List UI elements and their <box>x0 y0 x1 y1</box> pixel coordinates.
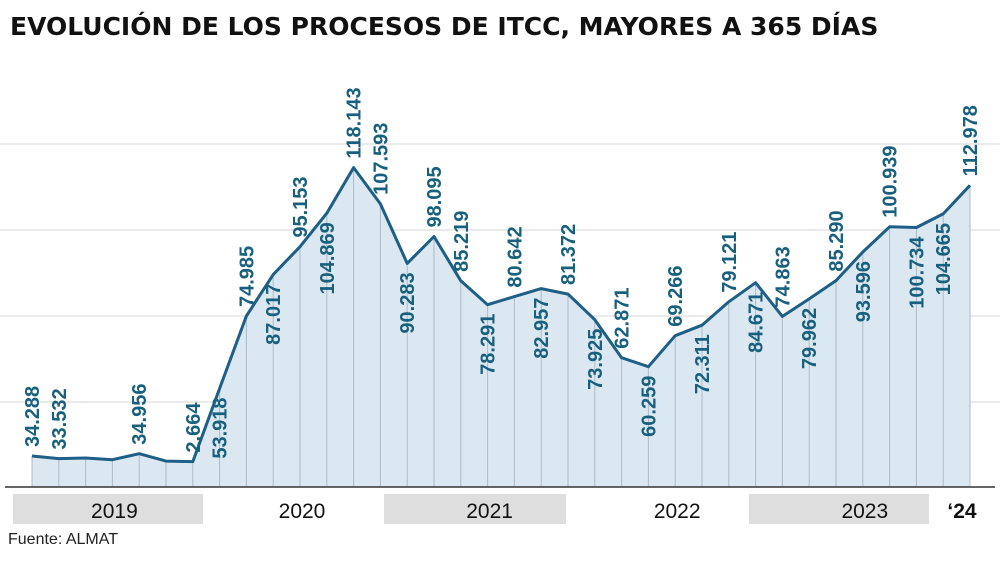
data-labels: 34.288 33.532 34.956 2.664 53.918 74.98587.01… <box>22 87 982 458</box>
chart-title: EVOLUCIÓN DE LOS PROCESOS DE ITCC, MAYOR… <box>10 12 879 41</box>
year-label: 2019 <box>91 500 138 523</box>
data-label: 112.978 <box>960 105 982 176</box>
data-label: 34.288 <box>22 386 44 447</box>
data-label: 85.219 <box>451 211 473 272</box>
data-label: 34.956 <box>129 384 151 445</box>
data-label: 87.017 <box>263 284 285 345</box>
year-band <box>749 494 929 524</box>
year-band <box>13 494 203 524</box>
year-label: 2020 <box>279 500 326 523</box>
area-fill <box>32 167 970 487</box>
data-label: 98.095 <box>424 166 446 227</box>
year-label: ‘24 <box>947 500 977 523</box>
data-label: 53.918 <box>210 397 232 458</box>
data-label: 104.665 <box>933 223 955 295</box>
data-label: 69.266 <box>665 266 687 327</box>
data-label: 79.121 <box>719 232 741 293</box>
data-label: 82.957 <box>531 298 553 359</box>
data-label: 93.596 <box>853 261 875 322</box>
data-label: 2.664 <box>183 402 205 453</box>
year-label: 2021 <box>466 500 513 523</box>
data-label: 118.143 <box>344 87 366 158</box>
period-dividers <box>31 167 971 487</box>
year-labels: 2019 2020 2021 2022 2023 ‘24 <box>91 500 977 523</box>
data-label: 73.925 <box>585 329 607 390</box>
year-band <box>384 494 566 524</box>
data-label: 81.372 <box>558 224 580 285</box>
data-label: 80.642 <box>504 226 526 287</box>
data-label: 74.863 <box>772 246 794 307</box>
data-label: 33.532 <box>49 388 71 449</box>
data-label: 107.593 <box>370 123 392 195</box>
data-label: 90.283 <box>397 272 419 333</box>
data-label: 74.985 <box>236 246 258 307</box>
data-label: 100.734 <box>906 236 928 309</box>
data-label: 72.311 <box>692 334 714 394</box>
data-label: 104.869 <box>317 222 339 294</box>
series-line <box>31 166 972 464</box>
source-note: Fuente: ALMAT <box>8 531 118 548</box>
data-label: 85.290 <box>826 210 848 271</box>
data-label: 95.153 <box>290 176 312 237</box>
data-label: 62.871 <box>612 288 634 349</box>
year-bands <box>13 494 929 524</box>
data-label: 78.291 <box>478 314 500 375</box>
year-label: 2023 <box>841 500 888 523</box>
data-label: 84.671 <box>746 292 768 353</box>
data-label: 100.939 <box>880 145 902 217</box>
year-label: 2022 <box>654 500 701 523</box>
data-label: 79.962 <box>799 308 821 369</box>
data-label: 60.259 <box>638 376 660 437</box>
